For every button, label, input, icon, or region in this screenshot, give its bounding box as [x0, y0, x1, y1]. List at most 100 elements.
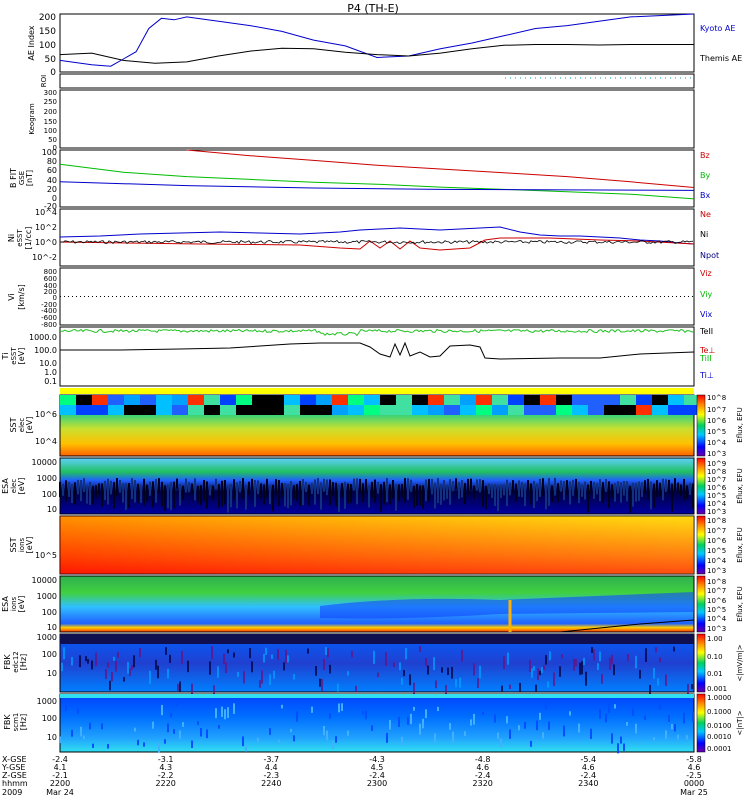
- density-y-label: Ni: [7, 234, 16, 242]
- sst-electron-bin: [588, 395, 604, 405]
- sst-electron-bin: [460, 395, 476, 405]
- quality-flag-bar: [60, 388, 694, 394]
- keogram-tick-label: 150: [44, 118, 57, 126]
- cbar-tick: 0.0001: [707, 745, 732, 753]
- fbk-e-unit: [Hz]: [19, 654, 28, 670]
- ti-line: [60, 341, 695, 360]
- sst-electron-unit: [eV]: [25, 417, 34, 434]
- x-axis-hhmm-label: 2320: [473, 779, 493, 788]
- sst-electron-bin: [156, 395, 172, 405]
- sst-ion-tick-label: 10^5: [35, 551, 57, 560]
- sst-electron-bin: [636, 395, 652, 405]
- esa-ion-unit: [eV]: [17, 596, 26, 613]
- fbk-b-tick-label: 1000: [37, 697, 57, 706]
- x-axis-hhmm-label: 2340: [578, 779, 598, 788]
- sst-electron-bin: [668, 405, 684, 415]
- density-tick-label: 10^4: [35, 208, 57, 217]
- esa-ion-y-label: ESA: [1, 596, 10, 612]
- fbk-e-panel: 1000 100 10 FBK edc12 [Hz]: [3, 633, 695, 698]
- velocity-tick-label: 800: [44, 268, 57, 276]
- cbar-title-fbk-b: <|nT|>: [736, 710, 744, 735]
- velocity-tick-label: -800: [41, 321, 57, 329]
- sst-electron-bin: [572, 395, 588, 405]
- x-axis-ygse-label: 4.3: [159, 763, 172, 772]
- sst-electron-bin: [684, 395, 700, 405]
- cbar-tick: 0.1000: [707, 708, 732, 716]
- x-header-label: Y-GSE: [1, 763, 25, 772]
- sst-ion-y-label-2: ions: [18, 537, 26, 552]
- cbar-tick: 10^9: [707, 460, 726, 468]
- temperature-tick-label: 10.0: [39, 359, 57, 368]
- sst-electron-bin: [476, 395, 492, 405]
- bz-line: [186, 149, 695, 188]
- cbar-title-fbk-e: <|mV/m|>: [736, 644, 744, 681]
- bfield-tick-label: 40: [47, 176, 57, 185]
- velocity-y-ticks: 800 600 400 200 0 -200 -400 -600 -800: [41, 268, 57, 329]
- fbk-e-tick-label: 1000: [37, 633, 57, 642]
- sst-electron-bin: [108, 405, 124, 415]
- bfield-tick-label: 0: [52, 194, 57, 203]
- sst-electron-y-label: SST: [9, 417, 18, 432]
- sst-electron-bin: [124, 405, 140, 415]
- density-tick-label: 10^2: [35, 223, 57, 232]
- sst-electron-bin: [588, 405, 604, 415]
- fbk-b-unit: [Hz]: [19, 714, 28, 730]
- bfield-tick-label: 20: [47, 185, 57, 194]
- sst-electron-bin: [572, 405, 588, 415]
- cbar-tick: 10^6: [707, 537, 727, 545]
- x-axis-header: X-GSE Y-GSE Z-GSE hhmm 2009: [1, 755, 28, 797]
- sst-electron-bin: [396, 405, 412, 415]
- x-axis-zgse-label: -2.5: [686, 771, 702, 780]
- density-tick-label: 10^-2: [32, 253, 57, 262]
- themis-ae-line: [59, 44, 694, 64]
- roi-y-label: ROI: [40, 75, 48, 87]
- esa-ion-tick-label: 10: [47, 623, 57, 632]
- velocity-tick-label: 200: [44, 288, 57, 296]
- sst-electron-bin: [396, 395, 412, 405]
- sst-electron-bin: [220, 405, 236, 415]
- sst-electron-bin: [284, 405, 300, 415]
- esa-electron-y-label: ESA: [1, 478, 10, 494]
- cbar-tick: 10^4: [707, 500, 727, 508]
- sst-electron-bin: [540, 395, 556, 405]
- ae-legend-themis: Themis AE: [699, 54, 742, 63]
- cbar-tick: 0.01: [707, 670, 723, 678]
- velocity-tick-label: 600: [44, 275, 57, 283]
- sst-electron-bin: [300, 395, 316, 405]
- sst-electron-bin: [188, 405, 204, 415]
- sst-electron-bin: [268, 405, 284, 415]
- esa-electron-tick-label: 10000: [32, 458, 57, 467]
- ae-tick-label: 200: [39, 13, 56, 23]
- sst-electron-bin: [476, 405, 492, 415]
- sst-electron-top-blocks: [60, 395, 700, 415]
- colorbar-tick-labels: 10^8 10^7 10^6 10^5 10^4 10^3 10^9 10^8 …: [707, 394, 732, 753]
- temperature-tick-label: 100.0: [34, 346, 57, 355]
- density-tick-label: 10^0: [35, 238, 57, 247]
- sst-electron-bin: [316, 405, 332, 415]
- velocity-legend-vix: Vix: [700, 310, 713, 319]
- colorbar-esa-electron: [696, 457, 706, 515]
- fbk-b-y-label: FBK: [3, 714, 12, 730]
- roi-plot-frame: [59, 73, 695, 89]
- colorbar-esa-ion: [696, 575, 706, 633]
- x-header-label: Z-GSE: [2, 771, 27, 780]
- ae-tick-label: 50: [45, 55, 57, 65]
- x-header-label: 2009: [2, 788, 22, 797]
- cbar-tick: 0.10: [707, 653, 723, 661]
- temperature-y-ticks: 1000.0 100.0 10.0 1.0 0.1: [29, 333, 57, 386]
- cbar-tick: 10^4: [707, 557, 727, 565]
- fbk-b-panel: 1000 100 10 FBK scm1 [Hz]: [3, 693, 695, 754]
- sst-ion-overlay: [60, 516, 694, 574]
- temperature-legend-te-para: TeII: [699, 327, 713, 336]
- velocity-tick-label: 0: [53, 294, 57, 302]
- x-axis: X-GSE Y-GSE Z-GSE hhmm 2009 -2.44.1-2.12…: [1, 755, 708, 797]
- ni-line: [59, 226, 695, 245]
- bfield-panel: 100 80 60 40 20 0 -20 B FIT GSE [nT] Bz …: [9, 148, 710, 211]
- keogram-tick-label: 100: [44, 127, 57, 135]
- sst-electron-bin: [204, 405, 220, 415]
- density-unit: [1/cc]: [24, 227, 33, 250]
- sst-electron-bin: [76, 405, 92, 415]
- cbar-tick: 10^5: [707, 492, 726, 500]
- npot-line: [60, 239, 694, 245]
- x-axis-hhmm-label: 2240: [261, 779, 281, 788]
